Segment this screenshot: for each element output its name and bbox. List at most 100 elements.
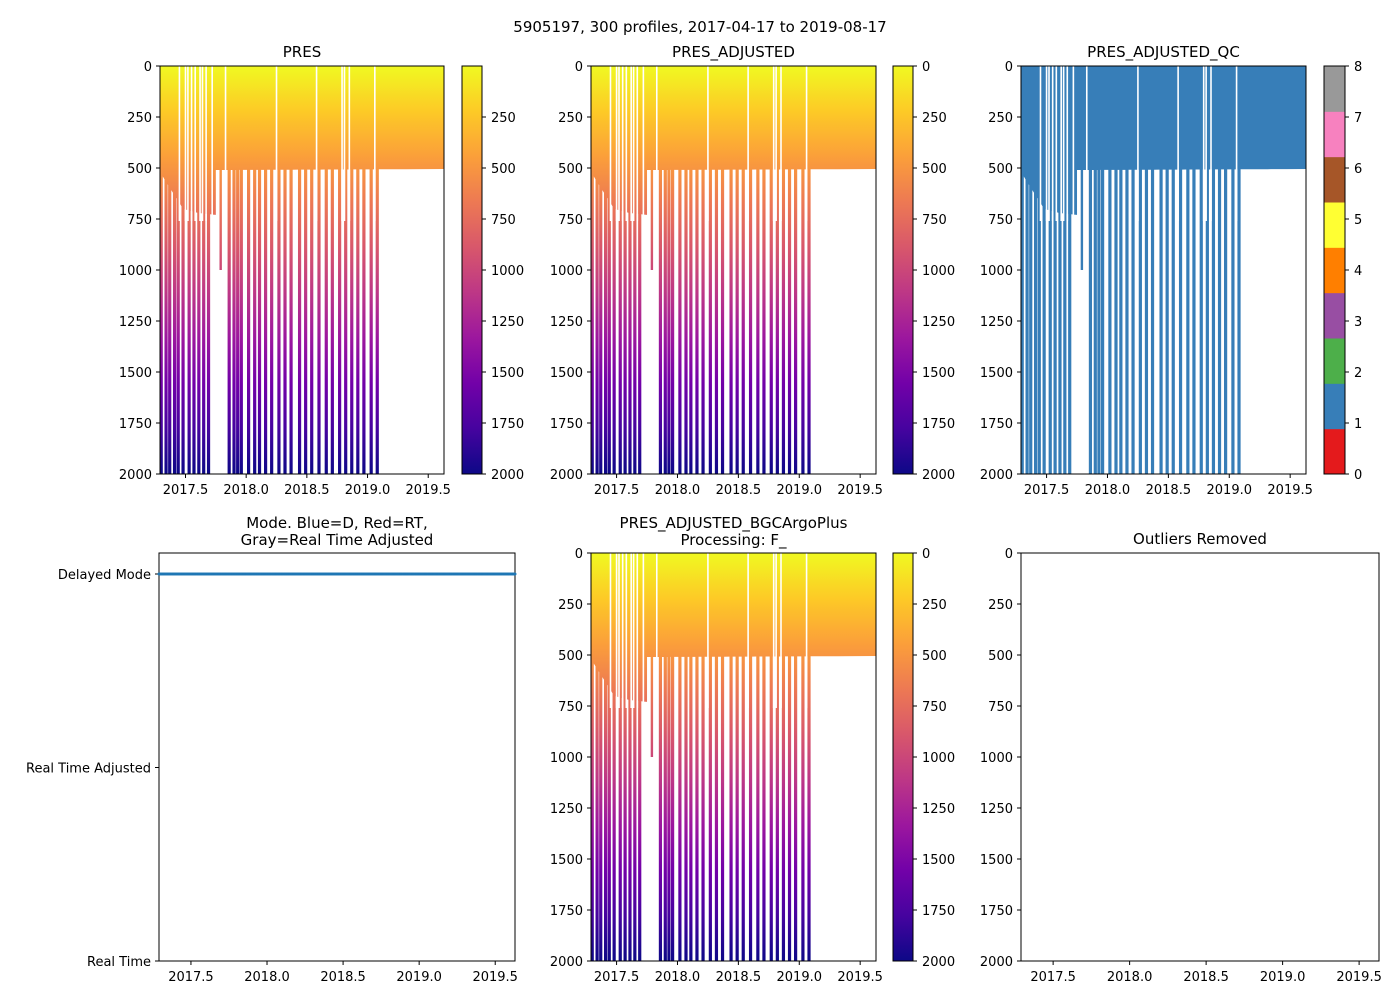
pres_adj-ytick-label: 0: [575, 60, 583, 75]
mode-ytick-label: Real Time Adjusted: [26, 762, 151, 777]
pres-xtick-label: 2017.5: [163, 483, 209, 498]
pres_bgc-ytick-label: 250: [558, 598, 583, 613]
pres_qc-cbar-swatch: [1324, 66, 1345, 112]
mode-xtick-label: 2018.5: [320, 970, 366, 985]
pres_qc-cbar-swatch: [1324, 383, 1345, 430]
pres_qc-cbar-tick-label: 0: [1354, 468, 1362, 483]
pres_bgc-xtick-label: 2018.0: [655, 970, 701, 985]
pres_adj-cbar-tick-label: 0: [922, 60, 930, 75]
pres_qc-cbar-swatch: [1324, 202, 1345, 248]
pres_bgc-ytick-label: 2000: [550, 955, 583, 970]
pres_bgc-profiles: [591, 553, 876, 961]
pres_adj-profiles: [591, 66, 876, 474]
outliers-xtick-label: 2019.0: [1260, 970, 1306, 985]
pres_adj-cbar-tick-label: 1500: [922, 366, 955, 381]
pres-ytick-label: 1250: [119, 315, 152, 330]
pres_qc-xtick-label: 2019.0: [1207, 483, 1253, 498]
pres_qc-cbar-tick-label: 1: [1354, 417, 1362, 432]
pres_bgc-cbar-tick-label: 0: [922, 547, 930, 562]
pres-ytick-label: 0: [144, 60, 152, 75]
pres_adj-ytick-label: 1500: [550, 366, 583, 381]
pres_qc-ytick-label: 0: [1005, 60, 1013, 75]
pres_bgc-ytick-label: 1500: [550, 853, 583, 868]
pres_adj-ytick-label: 1750: [550, 417, 583, 432]
pres_qc-ytick-label: 1750: [980, 417, 1013, 432]
pres-ytick-label: 250: [127, 111, 152, 126]
mode-axes-frame: [158, 552, 516, 962]
pres_adj-cbar-tick-label: 1000: [922, 264, 955, 279]
pres_bgc-colorbar: [892, 552, 914, 962]
pres_adj-ytick-label: 2000: [550, 468, 583, 483]
pres_bgc-ytick-label: 750: [558, 700, 583, 715]
pres_adj-ytick-label: 250: [558, 111, 583, 126]
pres-cbar-tick-label: 500: [491, 162, 516, 177]
pres_qc-xtick-label: 2018.0: [1085, 483, 1131, 498]
pres_bgc-ytick-label: 1000: [550, 751, 583, 766]
outliers-ytick-label: 500: [988, 649, 1013, 664]
pres-title: PRES: [283, 43, 321, 61]
pres_qc-cbar-tick-label: 8: [1354, 60, 1362, 75]
pres_bgc-xtick-label: 2017.5: [594, 970, 640, 985]
pres_qc-cbar-swatch: [1324, 292, 1345, 339]
pres_adj-cbar-tick-label: 500: [922, 162, 947, 177]
outliers-ytick-label: 1250: [980, 802, 1013, 817]
pres_adj-xtick-label: 2019.0: [777, 483, 823, 498]
pres_qc-profiles: [1021, 66, 1306, 474]
pres-cbar-tick-label: 1750: [491, 417, 524, 432]
pres-profiles: [160, 66, 444, 474]
pres-cbar-tick-label: 1250: [491, 315, 524, 330]
outliers-ytick-label: 250: [988, 598, 1013, 613]
pres_adj-title: PRES_ADJUSTED: [672, 43, 795, 62]
pres_qc-cbar-swatch: [1324, 338, 1345, 384]
pres-xtick-label: 2019.5: [405, 483, 451, 498]
pres_bgc-cbar-tick-label: 1500: [922, 853, 955, 868]
pres-cbar-tick-label: 2000: [491, 468, 524, 483]
pres_adj-cbar-tick-label: 2000: [922, 468, 955, 483]
outliers-ytick-label: 1000: [980, 751, 1013, 766]
pres_bgc-title-line: PRES_ADJUSTED_BGCArgoPlus: [620, 514, 848, 533]
pres_bgc-xtick-label: 2018.5: [716, 970, 762, 985]
pres_bgc-ytick-label: 1750: [550, 904, 583, 919]
pres_qc-ytick-label: 250: [988, 111, 1013, 126]
pres_qc-xtick-label: 2018.5: [1146, 483, 1192, 498]
pres_bgc-cbar-tick-label: 500: [922, 649, 947, 664]
mode-title-line: Gray=Real Time Adjusted: [241, 531, 434, 549]
pres_qc-ytick-label: 500: [988, 162, 1013, 177]
mode-title-line: Mode. Blue=D, Red=RT,: [246, 514, 428, 532]
pres_bgc-cbar-tick-label: 250: [922, 598, 947, 613]
pres_qc-cbar-tick-label: 3: [1354, 315, 1362, 330]
pres-cbar-tick-label: 1500: [491, 366, 524, 381]
outliers-axes-frame: [1020, 552, 1380, 962]
pres_qc-ytick-label: 2000: [980, 468, 1013, 483]
pres_bgc-xtick-label: 2019.5: [837, 970, 883, 985]
outliers-ytick-label: 0: [1005, 547, 1013, 562]
pres_qc-cbar-tick-label: 2: [1354, 366, 1362, 381]
outliers-ytick-label: 2000: [980, 955, 1013, 970]
pres_bgc-cbar-tick-label: 1000: [922, 751, 955, 766]
pres-xtick-label: 2018.5: [284, 483, 330, 498]
pres_qc-ytick-label: 1500: [980, 366, 1013, 381]
pres-cbar-tick-label: 1000: [491, 264, 524, 279]
pres_qc-cbar-swatch: [1324, 247, 1345, 294]
pres-ytick-label: 750: [127, 213, 152, 228]
pres-xtick-label: 2018.0: [223, 483, 269, 498]
pres_adj-ytick-label: 1000: [550, 264, 583, 279]
outliers-title: Outliers Removed: [1133, 530, 1267, 548]
pres-cbar-tick-label: 250: [491, 111, 516, 126]
pres_adj-ytick-label: 1250: [550, 315, 583, 330]
pres_qc-xtick-label: 2019.5: [1267, 483, 1313, 498]
mode-xtick-label: 2017.5: [168, 970, 214, 985]
pres-colorbar: [461, 65, 483, 475]
pres-ytick-label: 1000: [119, 264, 152, 279]
mode-ytick-label: Real Time: [87, 955, 151, 970]
pres_bgc-cbar-tick-label: 1250: [922, 802, 955, 817]
pres_adj-cbar-tick-label: 1250: [922, 315, 955, 330]
suptitle: 5905197, 300 profiles, 2017-04-17 to 201…: [513, 18, 886, 36]
mode-point: [513, 572, 517, 576]
pres_bgc-ytick-label: 0: [575, 547, 583, 562]
pres-xtick-label: 2019.0: [345, 483, 391, 498]
pres_adj-xtick-label: 2018.0: [655, 483, 701, 498]
outliers-xtick-label: 2018.0: [1107, 970, 1153, 985]
mode-xtick-label: 2019.5: [472, 970, 518, 985]
